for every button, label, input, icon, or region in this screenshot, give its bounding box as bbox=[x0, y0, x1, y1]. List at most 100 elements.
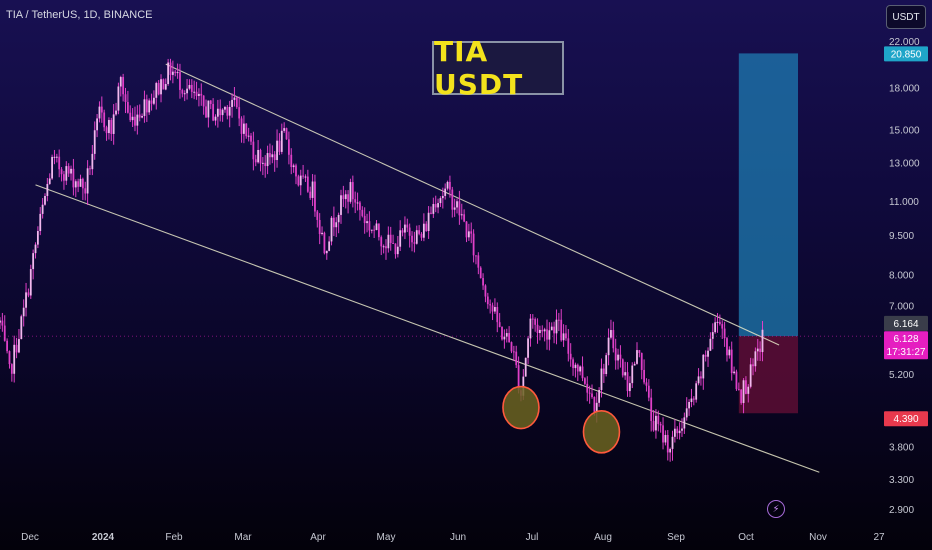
candle-body bbox=[129, 112, 132, 121]
candle-body bbox=[179, 72, 181, 90]
candle-body bbox=[238, 107, 241, 119]
candle-body bbox=[527, 338, 529, 358]
candle-body bbox=[266, 153, 269, 167]
target-zone bbox=[738, 53, 799, 337]
candle-body bbox=[510, 342, 513, 352]
candle-body bbox=[401, 230, 404, 233]
x-tick-label: Nov bbox=[809, 532, 827, 543]
candle-body bbox=[716, 321, 719, 323]
candle-body bbox=[586, 383, 589, 393]
candle-body bbox=[20, 316, 23, 340]
candle-body bbox=[437, 203, 439, 208]
candle-body bbox=[55, 156, 58, 158]
candle-body bbox=[664, 434, 667, 443]
candle-body bbox=[214, 116, 217, 121]
candle-body bbox=[517, 365, 520, 391]
y-tick-label: 11.000 bbox=[889, 197, 919, 208]
candle-body bbox=[250, 135, 252, 142]
candle-body bbox=[72, 168, 75, 188]
candle-body bbox=[198, 93, 200, 97]
candle-body bbox=[145, 99, 148, 113]
x-tick-label: Jul bbox=[526, 532, 539, 543]
candle-body bbox=[408, 227, 411, 236]
candle-body bbox=[709, 338, 712, 351]
last-price-tag-bg bbox=[884, 315, 928, 331]
candle-body bbox=[58, 156, 61, 170]
candle-body bbox=[89, 168, 91, 170]
candle-body bbox=[375, 223, 378, 231]
candle-body bbox=[219, 108, 222, 116]
candle-body bbox=[449, 181, 451, 190]
support-marker bbox=[502, 385, 540, 430]
target-price-tag-bg bbox=[884, 46, 928, 62]
candle-body bbox=[704, 354, 707, 357]
y-tick-label: 2.900 bbox=[889, 505, 914, 516]
candle-body bbox=[754, 351, 757, 367]
candle-body bbox=[453, 207, 456, 210]
candle-body bbox=[117, 86, 120, 111]
candle-body bbox=[278, 140, 281, 152]
candle-body bbox=[456, 201, 458, 208]
candle-body bbox=[486, 296, 489, 305]
candle-body bbox=[759, 348, 762, 353]
candle-body bbox=[671, 436, 674, 449]
x-tick-label: Jun bbox=[450, 532, 466, 543]
y-tick-label: 9.500 bbox=[889, 231, 914, 242]
candle-body bbox=[524, 357, 527, 377]
candle-body bbox=[650, 397, 653, 421]
candle-body bbox=[115, 110, 117, 115]
candle-body bbox=[25, 292, 27, 308]
candle-body bbox=[290, 154, 293, 168]
candle-body bbox=[41, 204, 44, 214]
candle-body bbox=[122, 77, 125, 95]
candle-body bbox=[496, 307, 499, 323]
candle-body bbox=[494, 307, 496, 312]
candle-body bbox=[752, 364, 754, 367]
candle-body bbox=[231, 99, 233, 107]
candle-body bbox=[235, 97, 238, 108]
candle-body bbox=[366, 221, 368, 224]
currency-button[interactable]: USDT bbox=[886, 5, 926, 29]
candle-body bbox=[105, 127, 108, 134]
candle-body bbox=[337, 214, 340, 223]
candle-body bbox=[216, 108, 219, 117]
candle-body bbox=[269, 153, 271, 158]
candle-body bbox=[385, 246, 387, 249]
candle-body bbox=[224, 106, 226, 110]
candle-body bbox=[574, 364, 577, 369]
candle-body bbox=[669, 448, 672, 453]
candle-body bbox=[233, 97, 236, 100]
candle-body bbox=[74, 181, 77, 188]
candle-body bbox=[560, 319, 563, 341]
candle-body bbox=[508, 333, 511, 343]
candle-body bbox=[96, 118, 98, 131]
candle-body bbox=[614, 348, 617, 361]
candle-body bbox=[6, 340, 9, 352]
candle-body bbox=[465, 221, 468, 238]
candle-body bbox=[387, 234, 390, 249]
candle-body bbox=[29, 269, 32, 296]
candle-body bbox=[157, 83, 160, 95]
candle-body bbox=[63, 174, 65, 181]
support-marker bbox=[582, 410, 621, 454]
candle-body bbox=[444, 188, 447, 196]
candle-body bbox=[591, 393, 593, 398]
candle-body bbox=[413, 242, 416, 244]
candle-body bbox=[406, 224, 409, 228]
candle-body bbox=[695, 383, 698, 400]
candle-body bbox=[415, 230, 418, 244]
candle-body bbox=[636, 350, 638, 364]
candle-body bbox=[638, 350, 641, 354]
candle-body bbox=[617, 354, 619, 361]
candle-body bbox=[643, 369, 645, 383]
candle-body bbox=[619, 354, 622, 360]
candle-body bbox=[209, 100, 212, 104]
candle-body bbox=[565, 333, 567, 339]
candle-body bbox=[15, 344, 18, 353]
candle-body bbox=[714, 322, 717, 333]
candle-body bbox=[399, 230, 402, 247]
candle-body bbox=[531, 318, 534, 320]
lightning-icon[interactable]: ⚡ bbox=[767, 500, 785, 518]
